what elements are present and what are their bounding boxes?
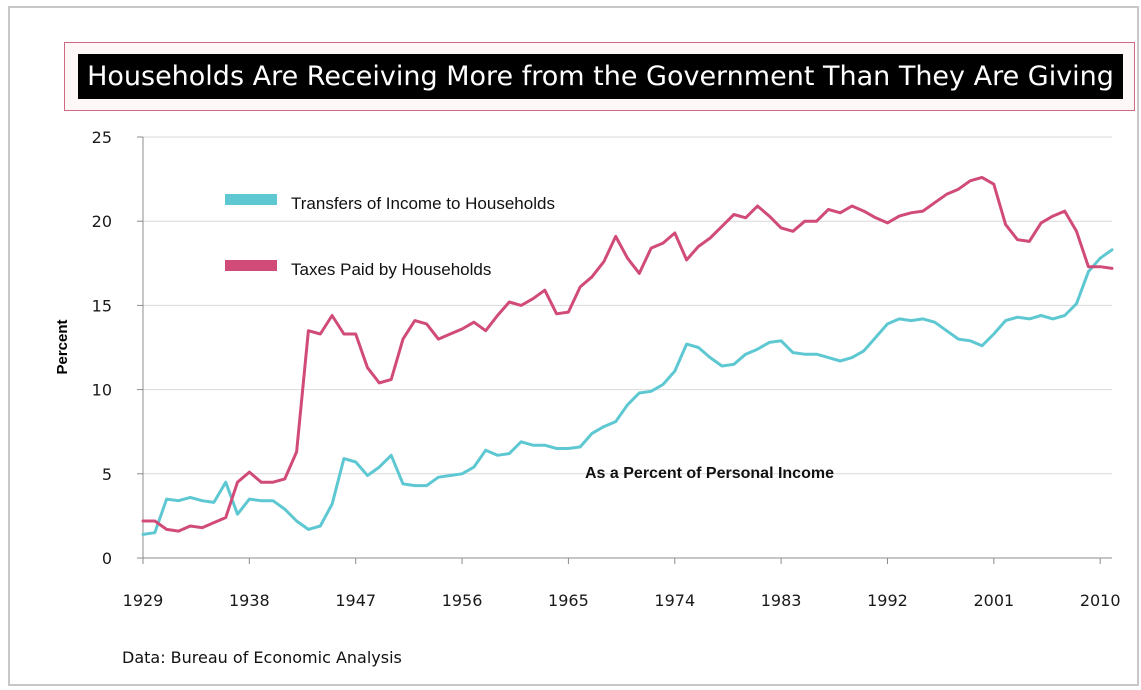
y-tick-label-25: 25: [92, 128, 112, 147]
y-tick-label-5: 5: [102, 465, 112, 484]
y-tick-label-20: 20: [92, 212, 112, 231]
x-tick-label-2001: 2001: [973, 591, 1014, 610]
axes: 0 5 10 15 20 25 1929 1938 1947 1956 1965 1974 1983 19…: [92, 128, 1121, 610]
legend-swatch-transfers: [225, 194, 277, 205]
chart-frame: Households Are Receiving More from the G…: [8, 6, 1139, 686]
legend-label-transfers: Transfers of Income to Households: [291, 194, 555, 213]
x-tick-label-1992: 1992: [867, 591, 908, 610]
x-tick-label-1974: 1974: [654, 591, 695, 610]
y-tick-label-15: 15: [92, 296, 112, 315]
y-axis-label: Percent: [54, 319, 71, 374]
x-tick-label-2010: 2010: [1080, 591, 1121, 610]
source-note: Data: Bureau of Economic Analysis: [122, 648, 402, 667]
legend-label-taxes: Taxes Paid by Households: [291, 260, 491, 279]
legend-swatch-taxes: [225, 260, 277, 271]
x-tick-label-1929: 1929: [123, 591, 164, 610]
series-line-transfers: [141, 248, 1114, 536]
chart-title: Households Are Receiving More from the G…: [78, 54, 1123, 99]
y-tick-label-10: 10: [92, 381, 112, 400]
series-lines: [141, 175, 1114, 536]
series-line-taxes: [141, 175, 1114, 533]
legend: Transfers of Income to Households Taxes …: [225, 194, 555, 279]
x-tick-label-1938: 1938: [229, 591, 270, 610]
x-tick-label-1983: 1983: [761, 591, 802, 610]
chart-annotation: As a Percent of Personal Income: [585, 465, 834, 482]
x-tick-label-1965: 1965: [548, 591, 589, 610]
x-tick-label-1956: 1956: [442, 591, 483, 610]
y-tick-label-0: 0: [102, 549, 112, 568]
x-tick-label-1947: 1947: [335, 591, 376, 610]
chart-title-box: Households Are Receiving More from the G…: [64, 42, 1135, 111]
gridlines: [143, 136, 1112, 475]
